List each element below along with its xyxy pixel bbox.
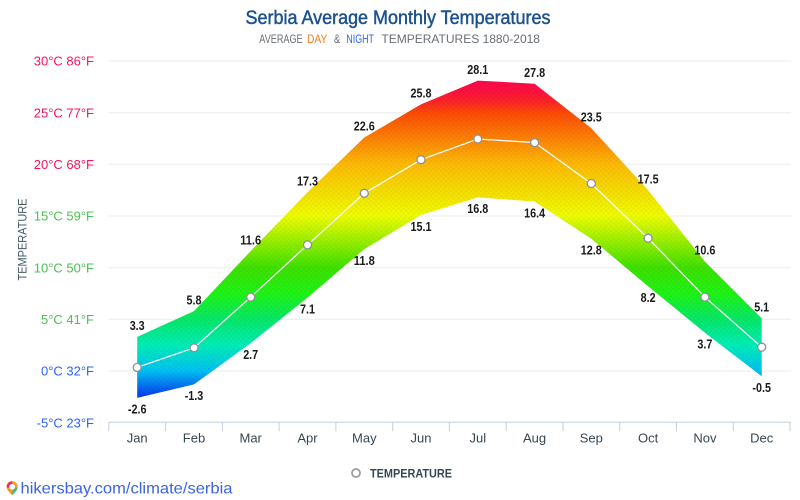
svg-text:Jul: Jul [469,431,486,446]
svg-text:Oct: Oct [638,431,659,446]
svg-text:20°C 68°F: 20°C 68°F [34,157,94,172]
svg-text:5.1: 5.1 [754,301,769,315]
svg-text:-5°C 23°F: -5°C 23°F [37,415,94,430]
svg-text:Serbia Average Monthly Tempera: Serbia Average Monthly Temperatures [246,7,551,29]
svg-text:Mar: Mar [240,431,263,446]
svg-text:Jun: Jun [411,431,432,446]
svg-text:NIGHT: NIGHT [346,32,374,46]
svg-text:TEMPERATURE: TEMPERATURE [18,198,30,280]
svg-text:5°C 41°F: 5°C 41°F [41,312,94,327]
svg-text:3.7: 3.7 [697,338,712,352]
svg-text:25°C 77°F: 25°C 77°F [34,105,94,120]
svg-text:May: May [352,431,377,446]
svg-text:25.8: 25.8 [411,87,432,101]
svg-text:Jan: Jan [127,431,148,446]
svg-text:16.8: 16.8 [467,202,488,216]
svg-text:15°C 59°F: 15°C 59°F [34,209,94,224]
svg-text:-0.5: -0.5 [752,381,771,395]
svg-text:2.7: 2.7 [243,348,258,362]
svg-text:-1.3: -1.3 [185,389,204,403]
svg-text:10°C 50°F: 10°C 50°F [34,260,94,275]
svg-text:7.1: 7.1 [300,302,315,316]
svg-text:Feb: Feb [183,431,205,446]
svg-text:TEMPERATURE: TEMPERATURE [370,467,452,481]
svg-text:10.6: 10.6 [694,244,715,258]
svg-text:0°C 32°F: 0°C 32°F [41,364,94,379]
svg-text:8.2: 8.2 [641,291,656,305]
svg-text:16.4: 16.4 [524,206,545,220]
svg-text:5.8: 5.8 [187,293,202,307]
svg-text:Apr: Apr [297,431,318,446]
svg-text:27.8: 27.8 [524,66,545,80]
svg-text:28.1: 28.1 [467,63,488,77]
svg-text:11.6: 11.6 [240,233,261,247]
svg-text:Sep: Sep [580,431,603,446]
svg-text:3.3: 3.3 [130,319,145,333]
svg-text:15.1: 15.1 [411,220,432,234]
svg-text:Dec: Dec [750,431,774,446]
svg-text:hikersbay.com/climate/serbia: hikersbay.com/climate/serbia [21,481,233,498]
svg-text:17.5: 17.5 [638,172,659,186]
svg-text:22.6: 22.6 [354,120,375,134]
svg-text:Nov: Nov [693,431,717,446]
svg-text:AVERAGE: AVERAGE [259,32,302,46]
svg-text:12.8: 12.8 [581,244,602,258]
svg-text:DAY: DAY [307,32,327,46]
svg-text:-2.6: -2.6 [128,403,147,417]
svg-text:11.8: 11.8 [354,254,375,268]
svg-text:17.3: 17.3 [297,174,318,188]
svg-text:&: & [334,32,340,46]
svg-text:23.5: 23.5 [581,110,602,124]
svg-text:30°C 86°F: 30°C 86°F [34,54,94,69]
svg-text:Aug: Aug [523,431,546,446]
svg-text:TEMPERATURES 1880-2018: TEMPERATURES 1880-2018 [381,32,540,46]
